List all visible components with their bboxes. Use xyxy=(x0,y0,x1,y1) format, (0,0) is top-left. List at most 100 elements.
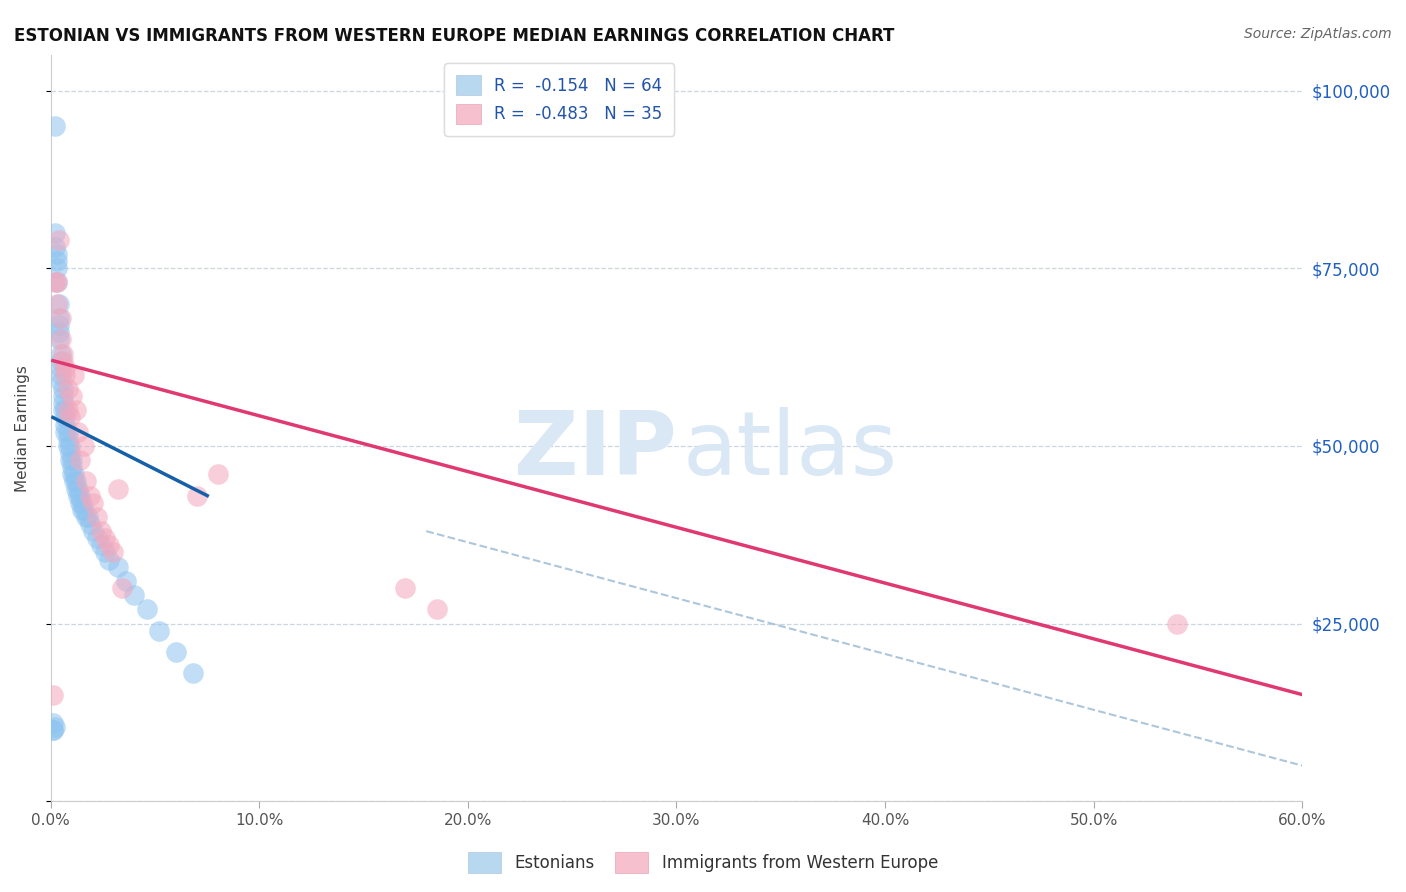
Point xyxy=(70,503,93,517)
Point xyxy=(66,489,89,503)
Point xyxy=(44,240,66,254)
Point xyxy=(122,588,145,602)
Point xyxy=(73,503,96,517)
Point xyxy=(51,353,73,368)
Point xyxy=(77,510,100,524)
Point xyxy=(51,375,73,389)
Point xyxy=(94,531,117,545)
Point xyxy=(44,226,66,240)
Point xyxy=(44,119,66,133)
Point xyxy=(62,368,84,382)
Point xyxy=(52,346,75,360)
Y-axis label: Median Earnings: Median Earnings xyxy=(15,365,30,491)
Point xyxy=(60,460,83,475)
Point xyxy=(56,403,79,417)
Point xyxy=(103,545,125,559)
Point xyxy=(55,403,77,417)
Point xyxy=(69,496,91,510)
Point xyxy=(59,439,82,453)
Point xyxy=(48,233,70,247)
Point xyxy=(86,510,108,524)
Legend: Estonians, Immigrants from Western Europe: Estonians, Immigrants from Western Europ… xyxy=(461,846,945,880)
Point xyxy=(48,332,70,346)
Point xyxy=(60,389,83,403)
Point xyxy=(98,538,121,552)
Point xyxy=(66,425,89,439)
Point xyxy=(48,318,70,332)
Text: atlas: atlas xyxy=(683,407,898,494)
Point xyxy=(46,254,69,268)
Point xyxy=(51,311,73,326)
Point xyxy=(94,545,117,559)
Point xyxy=(59,453,82,467)
Point xyxy=(207,467,229,482)
Point xyxy=(115,574,138,588)
Text: ESTONIAN VS IMMIGRANTS FROM WESTERN EUROPE MEDIAN EARNINGS CORRELATION CHART: ESTONIAN VS IMMIGRANTS FROM WESTERN EURO… xyxy=(14,27,894,45)
Point xyxy=(56,432,79,446)
Point xyxy=(46,261,69,276)
Point xyxy=(42,716,65,731)
Point xyxy=(48,311,70,326)
Point xyxy=(66,482,89,496)
Point xyxy=(52,382,75,396)
Point xyxy=(52,389,75,403)
Point xyxy=(55,425,77,439)
Text: Source: ZipAtlas.com: Source: ZipAtlas.com xyxy=(1244,27,1392,41)
Point xyxy=(42,688,65,702)
Point xyxy=(75,475,97,489)
Point xyxy=(98,552,121,566)
Point xyxy=(62,467,84,482)
Point xyxy=(62,475,84,489)
Point xyxy=(46,276,69,290)
Point xyxy=(52,396,75,410)
Point xyxy=(186,489,208,503)
Point xyxy=(55,410,77,425)
Point xyxy=(65,403,87,417)
Point xyxy=(55,417,77,432)
Point xyxy=(60,453,83,467)
Point xyxy=(90,524,112,538)
Point xyxy=(48,297,70,311)
Text: ZIP: ZIP xyxy=(513,407,676,494)
Point xyxy=(46,297,69,311)
Point xyxy=(56,439,79,453)
Point xyxy=(165,645,187,659)
Point xyxy=(46,247,69,261)
Point xyxy=(52,403,75,417)
Point xyxy=(394,581,416,595)
Point xyxy=(86,531,108,545)
Point xyxy=(82,496,104,510)
Point xyxy=(75,510,97,524)
Point xyxy=(60,467,83,482)
Point xyxy=(46,276,69,290)
Point xyxy=(90,538,112,552)
Point xyxy=(44,276,66,290)
Point xyxy=(55,368,77,382)
Point xyxy=(42,723,65,737)
Legend: R =  -0.154   N = 64, R =  -0.483   N = 35: R = -0.154 N = 64, R = -0.483 N = 35 xyxy=(444,63,675,136)
Point xyxy=(52,353,75,368)
Point xyxy=(148,624,170,638)
Point xyxy=(79,489,101,503)
Point xyxy=(181,666,204,681)
Point xyxy=(426,602,449,616)
Point xyxy=(56,425,79,439)
Point xyxy=(59,446,82,460)
Point xyxy=(55,360,77,375)
Point xyxy=(69,489,91,503)
Point xyxy=(44,720,66,734)
Point xyxy=(65,482,87,496)
Point xyxy=(135,602,157,616)
Point xyxy=(79,517,101,532)
Point xyxy=(48,325,70,339)
Point xyxy=(70,496,93,510)
Point xyxy=(51,368,73,382)
Point xyxy=(107,482,129,496)
Point xyxy=(51,346,73,360)
Point xyxy=(65,475,87,489)
Point xyxy=(111,581,134,595)
Point xyxy=(69,453,91,467)
Point xyxy=(51,332,73,346)
Point xyxy=(73,439,96,453)
Point xyxy=(107,559,129,574)
